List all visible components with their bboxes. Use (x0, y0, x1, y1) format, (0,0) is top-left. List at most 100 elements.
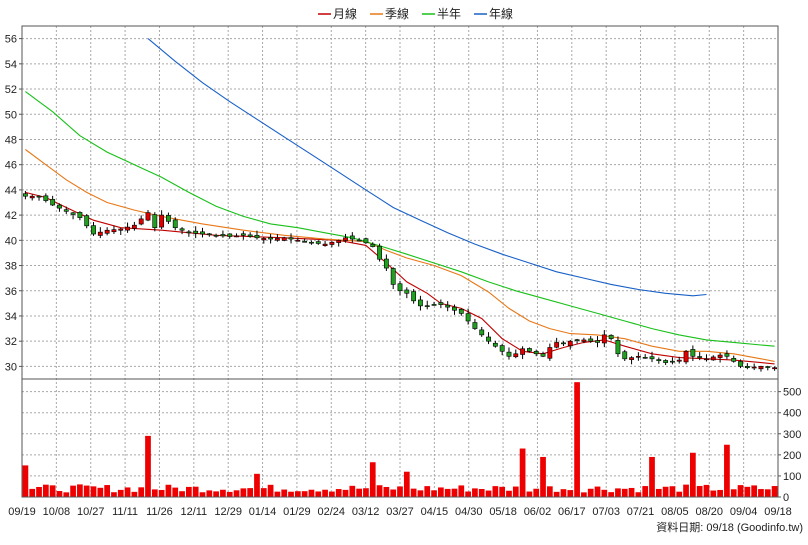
candle-body (629, 357, 634, 360)
price-tick-label: 42 (5, 210, 17, 222)
date-tick-label: 12/11 (180, 506, 207, 518)
volume-bar (628, 487, 635, 497)
candle-body (431, 304, 437, 306)
candle-body (520, 348, 526, 355)
volume-bar (649, 456, 655, 497)
candle-body (731, 357, 737, 362)
volume-bar (165, 484, 172, 497)
volume-bar (301, 491, 308, 497)
volume-bar (199, 492, 206, 497)
volume-bar (485, 490, 492, 497)
candle-body (131, 224, 137, 229)
volume-bar (308, 489, 315, 497)
candle-body (588, 338, 594, 342)
candle-body (744, 365, 750, 368)
volume-bar (369, 462, 376, 497)
candle-body (397, 283, 403, 292)
candle-body (499, 345, 505, 352)
candle-body (772, 367, 778, 370)
volume-bar (444, 488, 451, 497)
volume-bar (117, 489, 124, 497)
volume-bar (540, 456, 546, 497)
volume-bar (97, 487, 104, 497)
date-tick-label: 11/11 (112, 506, 138, 518)
candle-body (540, 353, 546, 357)
volume-bar (417, 490, 424, 497)
moving-average-lines (25, 38, 775, 365)
volume-bar (158, 489, 165, 497)
candle-body (125, 226, 130, 231)
volume-bar (329, 491, 335, 497)
volume-bar (226, 491, 233, 497)
volume-bar (635, 492, 642, 497)
volume-bar (77, 484, 83, 497)
volume-bar (335, 489, 342, 497)
date-tick-label: 05/18 (489, 506, 517, 518)
volume-bar (376, 485, 383, 497)
volume-bar (186, 486, 192, 497)
candle-body (43, 195, 49, 201)
candle-body (97, 231, 103, 236)
volume-bar (397, 486, 403, 497)
candle-body (91, 225, 96, 235)
grid (22, 26, 778, 497)
volume-bar (240, 488, 247, 497)
candle-body (608, 334, 614, 339)
candle-body (690, 349, 696, 357)
candle-body (274, 238, 280, 241)
volume-bar (131, 491, 138, 497)
candle-body (418, 299, 423, 307)
price-tick-label: 52 (5, 84, 17, 96)
candle-body (166, 215, 171, 222)
volume-tick-label: 100 (783, 471, 801, 483)
candle-body (438, 302, 444, 305)
candle-body (288, 237, 294, 240)
price-tick-label: 40 (5, 235, 17, 247)
volume-bar (710, 490, 717, 497)
price-tick-label: 50 (5, 109, 17, 121)
volume-bar (206, 490, 213, 497)
price-tick-label: 34 (5, 311, 17, 323)
volume-bar (390, 489, 397, 497)
price-tick-label: 38 (5, 261, 17, 273)
volume-bar (703, 484, 710, 497)
candle-body (234, 235, 239, 238)
candle-body (111, 229, 117, 233)
candle-body (513, 353, 519, 358)
candle-body (247, 234, 253, 237)
candle-body (581, 339, 587, 342)
candle-body (50, 199, 56, 206)
date-tick-label: 10/08 (43, 506, 71, 518)
candle-body (57, 204, 62, 209)
volume-bar (690, 452, 696, 497)
volume-bar (581, 492, 587, 497)
volume-bar (771, 486, 778, 497)
volume-bar (526, 491, 533, 497)
volume-bar (315, 491, 322, 497)
candle-body (486, 336, 491, 342)
volume-bar (90, 486, 97, 497)
volume-bar (574, 382, 580, 497)
date-tick-label: 09/18 (764, 506, 792, 518)
volume-bar (669, 486, 676, 497)
volume-bar (478, 489, 485, 497)
candle-body (479, 329, 485, 336)
ma-line (25, 149, 775, 362)
candle-body (683, 350, 689, 363)
date-tick-label: 08/20 (696, 506, 724, 518)
candle-body (145, 212, 151, 221)
volume-bar (383, 486, 390, 497)
price-axis-ticks: 30 32 34 36 38 40 42 44 46 48 50 52 54 56 (5, 34, 22, 373)
candle-body (240, 233, 246, 236)
candle-body (295, 240, 301, 242)
volume-tick-label: 0 (783, 492, 789, 504)
volume-bar (213, 491, 219, 497)
volume-bar (274, 491, 281, 497)
candle-body (193, 230, 199, 234)
candle-body (452, 306, 457, 311)
volume-tick-label: 400 (783, 408, 801, 420)
date-tick-label: 08/05 (661, 506, 689, 518)
candle-body (717, 354, 723, 358)
